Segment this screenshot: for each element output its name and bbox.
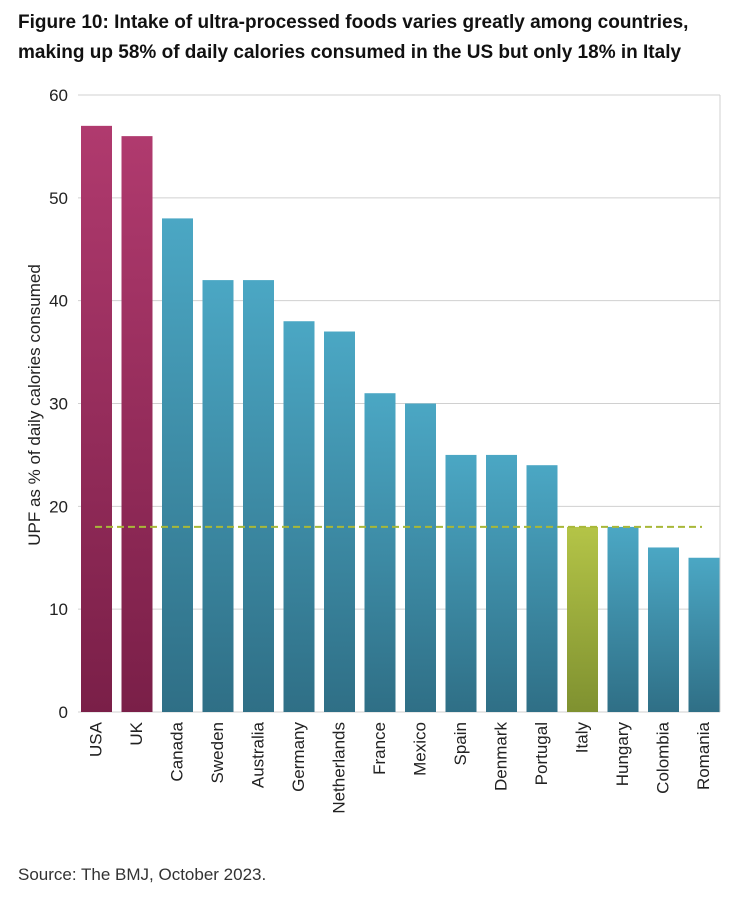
bar-netherlands [324,331,355,712]
y-tick-label: 50 [49,189,68,208]
bar-spain [445,454,477,712]
x-tick-label-mexico: Mexico [411,722,430,776]
x-tick-label-france: France [370,722,389,775]
y-tick-label: 10 [49,600,68,619]
bar-france [364,393,396,712]
x-axis-ticks: USA UK Canada Sweden Australia Germany Netherl… [87,721,714,813]
x-tick-label-denmark: Denmark [492,722,511,791]
x-tick-label-australia: Australia [249,721,268,788]
bars [81,125,720,713]
bar-australia [243,280,274,712]
y-axis-ticks: 0 10 20 30 40 50 60 [49,86,68,722]
bar-germany [283,321,315,712]
bar-italy [567,526,598,712]
y-tick-label: 20 [49,497,68,516]
bar-denmark [486,454,517,712]
x-tick-label-hungary: Hungary [613,722,632,787]
x-tick-label-germany: Germany [289,722,308,792]
x-tick-label-canada: Canada [168,721,187,781]
x-tick-label-italy: Italy [573,722,592,754]
bar-romania [688,557,720,712]
bar-uk [121,136,153,713]
source-note: Source: The BMJ, October 2023. [18,865,267,884]
bar-sweden [202,280,234,712]
bar-hungary [607,526,639,712]
y-axis-label: UPF as % of daily calories consumed [25,264,44,546]
y-tick-label: 30 [49,395,68,414]
chart-title: Figure 10: Intake of ultra-processed foo… [18,8,728,68]
chart-title-line-2: making up 58% of daily calories consumed… [18,42,682,63]
x-tick-label-usa: USA [87,721,106,757]
x-tick-label-portugal: Portugal [532,722,551,785]
x-tick-label-uk: UK [127,721,146,745]
y-tick-label: 60 [49,86,68,105]
y-tick-label: 40 [49,292,68,311]
x-tick-label-sweden: Sweden [208,722,227,783]
bar-chart: 0 10 20 30 40 50 60 USA UK Canada Sweden Australia… [25,86,721,814]
bar-usa [81,125,112,713]
bar-canada [162,218,193,712]
bar-mexico [405,403,436,712]
chart-title-line-1: Figure 10: Intake of ultra-processed foo… [18,12,689,33]
bar-portugal [526,465,558,712]
x-tick-label-colombia: Colombia [654,721,673,793]
y-tick-label: 0 [59,703,68,722]
x-tick-label-romania: Romania [694,721,713,790]
x-tick-label-netherlands: Netherlands [330,722,349,814]
x-tick-label-spain: Spain [451,722,470,765]
bar-colombia [648,547,679,712]
